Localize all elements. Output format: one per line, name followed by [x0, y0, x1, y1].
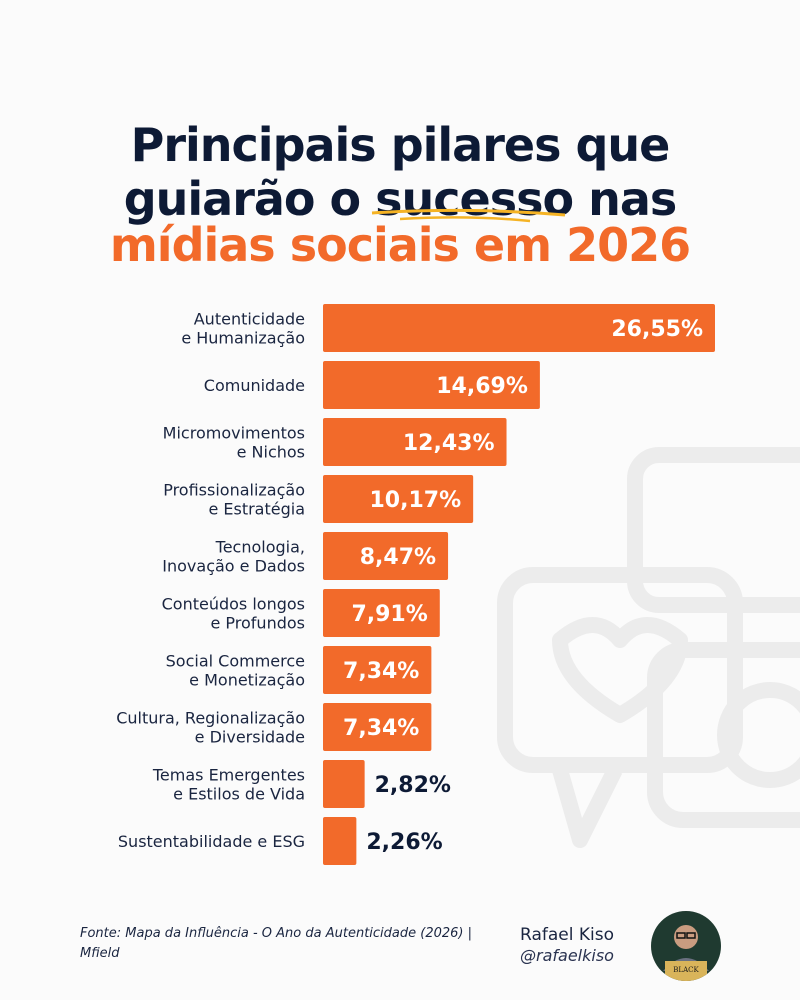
data-label: 7,91% — [351, 602, 427, 627]
title-line-1: Principais pilares que — [130, 118, 671, 172]
data-label: 2,82% — [375, 773, 451, 798]
category-label: Autenticidade — [194, 310, 305, 329]
bar — [323, 646, 432, 694]
category-label: Temas Emergentes — [152, 766, 305, 785]
bar — [323, 760, 365, 808]
category-label: e Estratégia — [208, 500, 305, 519]
category-label: e Estilos de Vida — [173, 785, 305, 804]
category-label: e Diversidade — [195, 728, 305, 747]
bar — [323, 532, 449, 580]
category-label: Profissionalização — [163, 481, 305, 500]
category-label: Sustentabilidade e ESG — [118, 832, 305, 851]
category-label: Conteúdos longos — [162, 595, 305, 614]
data-label: 14,69% — [436, 374, 528, 399]
bar — [323, 817, 357, 865]
category-label: Social Commerce — [166, 652, 305, 671]
avatar-badge: BLACK — [673, 966, 699, 974]
data-label: 12,43% — [403, 431, 495, 456]
data-label: 10,17% — [370, 488, 462, 513]
author: Rafael Kiso @rafaelkiso — [520, 924, 614, 966]
data-label: 7,34% — [343, 716, 419, 741]
bar — [323, 703, 432, 751]
category-label: e Monetização — [189, 671, 305, 690]
source-note: Fonte: Mapa da Influência - O Ano da Aut… — [80, 924, 500, 964]
category-label: Micromovimentos — [163, 424, 305, 443]
bar — [323, 475, 474, 523]
bar — [323, 361, 540, 409]
bar — [323, 304, 715, 352]
data-label: 2,26% — [366, 830, 442, 855]
avatar: BLACK — [651, 911, 721, 981]
sucesso-underline — [371, 208, 566, 223]
source-line-1: Fonte: Mapa da Influência - O Ano da Aut… — [80, 926, 472, 941]
data-label: 26,55% — [611, 317, 703, 342]
category-label: e Nichos — [237, 443, 305, 462]
bar — [323, 418, 507, 466]
category-label: e Humanização — [181, 329, 305, 348]
source-line-2: Mfield — [80, 946, 120, 961]
author-handle: @rafaelkiso — [520, 946, 614, 965]
data-label: 8,47% — [360, 545, 436, 570]
category-label: Tecnologia, — [215, 538, 305, 557]
title-line-3: mídias sociais em 2026 — [109, 218, 691, 272]
category-label: Cultura, Regionalização — [116, 709, 305, 728]
author-name: Rafael Kiso — [520, 925, 614, 945]
data-label: 7,34% — [343, 659, 419, 684]
category-label: Inovação e Dados — [162, 557, 305, 576]
category-label: Comunidade — [204, 376, 305, 395]
bar — [323, 589, 440, 637]
title-line-2: guiarão o sucesso nas — [123, 172, 678, 226]
category-label: e Profundos — [210, 614, 305, 633]
